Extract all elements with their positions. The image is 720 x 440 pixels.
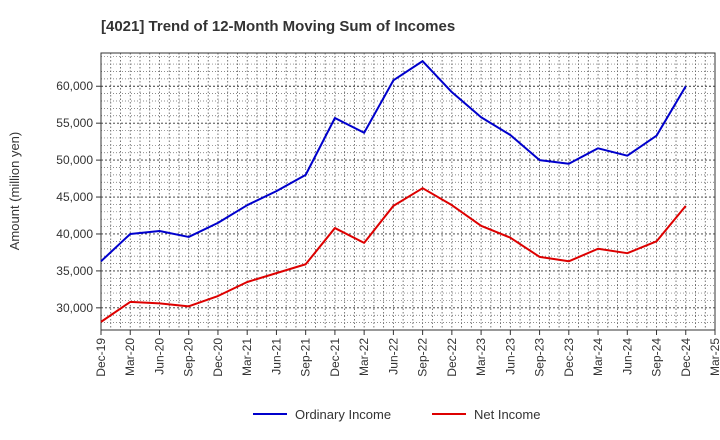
net-income-line (100, 187, 687, 323)
x-tick-label: Dec-19 (94, 338, 108, 377)
y-tick-label: 40,000 (56, 227, 93, 241)
y-tick-label: 55,000 (56, 116, 93, 130)
x-tick-label: Mar-20 (123, 338, 137, 376)
x-tick-label: Sep-24 (650, 338, 664, 377)
y-tick-label: 35,000 (56, 264, 93, 278)
x-tick-label: Jun-24 (620, 338, 634, 375)
x-tick-label: Jun-23 (503, 338, 517, 375)
x-tick-label: Sep-21 (299, 338, 313, 377)
x-tick-label: Dec-22 (445, 338, 459, 377)
chart-title: [4021] Trend of 12-Month Moving Sum of I… (101, 18, 455, 35)
x-tick-label: Mar-25 (708, 338, 720, 376)
y-tick-label: 60,000 (56, 79, 93, 93)
y-tick-label: 30,000 (56, 301, 93, 315)
y-tick-label: 50,000 (56, 153, 93, 167)
x-tick-label: Dec-20 (211, 338, 225, 377)
x-tick-label: Jun-20 (152, 338, 166, 375)
x-tick-label: Jun-22 (386, 338, 400, 375)
x-tick-label: Sep-22 (416, 338, 430, 377)
x-tick-label: Sep-23 (533, 338, 547, 377)
x-tick-label: Dec-24 (679, 338, 693, 377)
legend-label-net-income: Net Income (474, 407, 540, 422)
y-axis-label: Amount (million yen) (7, 132, 22, 251)
x-tick-label: Jun-21 (269, 338, 283, 375)
y-tick-label: 45,000 (56, 190, 93, 204)
x-tick-label: Mar-21 (240, 338, 254, 376)
x-axis-ticks: Dec-19 Mar-20 Jun-20 Sep-20 Dec-20 Mar-21 Jun-… (94, 330, 720, 377)
series-lines (100, 60, 687, 323)
plot-area-frame (100, 52, 716, 331)
legend: Ordinary Income Net Income (253, 407, 540, 422)
x-tick-label: Mar-22 (357, 338, 371, 376)
x-tick-label: Dec-23 (562, 338, 576, 377)
horizontal-gridlines (101, 56, 715, 331)
x-tick-label: Mar-23 (474, 338, 488, 376)
x-tick-label: Sep-20 (182, 338, 196, 377)
y-axis-ticks: 30,000 35,000 40,000 45,000 50,000 55,000 60,0… (56, 79, 101, 315)
vertical-gridlines (110, 53, 706, 330)
ordinary-income-line (100, 60, 687, 263)
x-tick-label: Dec-21 (328, 338, 342, 377)
legend-label-ordinary-income: Ordinary Income (295, 407, 391, 422)
x-tick-label: Mar-24 (591, 338, 605, 376)
